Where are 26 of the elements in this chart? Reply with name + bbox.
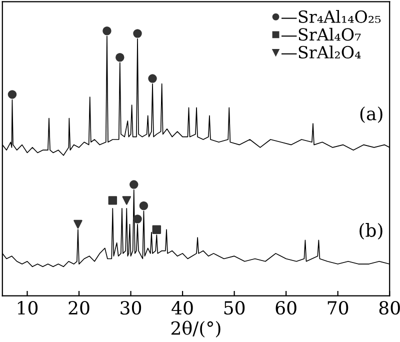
- x-tick-label: 50: [224, 301, 245, 315]
- point: [102, 26, 112, 36]
- annotation: (a): [360, 106, 382, 123]
- x-tick-label: 20: [68, 301, 90, 315]
- annotation: (b): [360, 223, 382, 240]
- point: [122, 196, 132, 205]
- x-axis-title: 2θ/(°): [171, 320, 220, 338]
- x-tick-label: 60: [276, 301, 296, 315]
- x-tick-label: 40: [172, 301, 193, 315]
- legend-label: —SrAl₂O₄: [282, 46, 361, 59]
- point: [152, 225, 162, 234]
- point: [116, 52, 124, 62]
- x-tick-label: 10: [18, 301, 38, 315]
- legend-label: —Sr₄Al₁₄O₂₅: [282, 10, 381, 23]
- point: [139, 201, 148, 210]
- x-tick-label: 30: [120, 301, 142, 315]
- point: [133, 214, 142, 224]
- point: [130, 180, 138, 189]
- x-tick-label: 70: [328, 301, 348, 315]
- point: [148, 74, 157, 83]
- point: [8, 90, 17, 99]
- point: [74, 220, 82, 229]
- point: [133, 29, 142, 38]
- x-tick-label: 80: [379, 301, 400, 315]
- point: [108, 196, 118, 205]
- legend-label: —SrAl₄O₇: [282, 28, 361, 41]
